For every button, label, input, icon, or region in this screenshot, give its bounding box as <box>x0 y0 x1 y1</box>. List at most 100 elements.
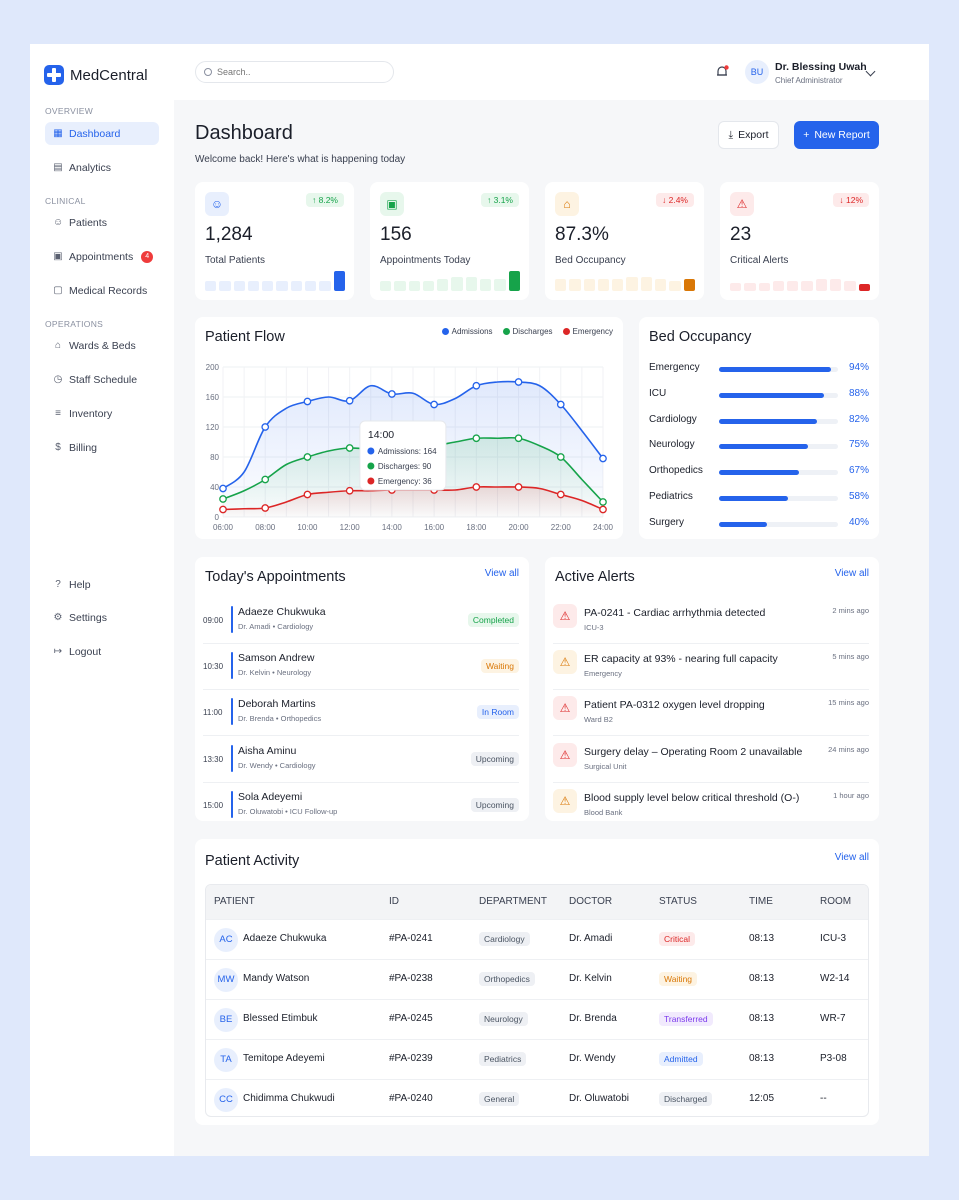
export-label: Export <box>738 129 769 141</box>
sidebar-item-help[interactable]: ? Help <box>45 573 159 596</box>
sidebar-item-appointments[interactable]: ▣ Appointments 4 <box>45 245 159 268</box>
data-point-emergency <box>261 504 270 512</box>
ward-name: Orthopedics <box>649 465 703 477</box>
data-point-admissions <box>599 454 607 463</box>
stat-change-badge: ↓ 12% <box>833 193 869 207</box>
avatar[interactable]: BU <box>745 60 769 84</box>
room: WR-7 <box>820 1013 846 1024</box>
spark-bar <box>305 281 317 291</box>
alerts-title: Active Alerts <box>555 569 635 585</box>
occupancy-fill <box>719 418 817 424</box>
y-tick-label: 120 <box>206 423 220 432</box>
search-input[interactable] <box>217 67 377 77</box>
list-item[interactable]: ⚠ Surgery delay – Operating Room 2 unavai… <box>553 740 869 786</box>
sidebar-item-medical-records[interactable]: ▢ Medical Records <box>45 279 159 302</box>
alerts-card: Active Alerts View all ⚠ PA-0241 - Cardia… <box>545 557 879 821</box>
activity-time: 12:05 <box>749 1093 775 1104</box>
activity-view-all-link[interactable]: View all <box>834 852 869 863</box>
stat-card[interactable]: ⚠ ↓ 12% 23 Critical Alerts <box>720 182 879 300</box>
sidebar-item-wards-beds[interactable]: ⌂ Wards & Beds <box>45 334 159 357</box>
calendar-icon: ▣ <box>53 250 63 262</box>
list-item[interactable]: 09:00 Adaeze Chukwuka Dr. Amadi • Cardiolo… <box>203 601 519 647</box>
sidebar-item-staff-schedule[interactable]: ◷ Staff Schedule <box>45 368 159 391</box>
ward-name: Cardiology <box>649 413 697 425</box>
sidebar-item-logout[interactable]: ↦ Logout <box>45 640 159 663</box>
alert-location: Emergency <box>584 669 622 679</box>
table-row[interactable]: CC Chidimma Chukwudi #PA-0240 General Dr. Ol… <box>206 1079 868 1116</box>
sidebar-item-label: Staff Schedule <box>69 373 138 386</box>
sidebar-item-analytics[interactable]: ▤ Analytics <box>45 156 159 179</box>
doctor-name: Dr. Wendy <box>569 1053 616 1064</box>
status-badge: Completed <box>467 613 519 627</box>
data-point-emergency <box>599 505 607 514</box>
stat-card[interactable]: ⌂ ↓ 2.4% 87.3% Bed Occupancy <box>545 182 704 300</box>
alert-title: Blood supply level below critical thresh… <box>584 791 800 804</box>
appointment-patient: Samson Andrew <box>238 652 315 665</box>
stat-value: 87.3% <box>555 224 609 245</box>
room: -- <box>820 1093 827 1104</box>
bell-icon[interactable] <box>715 65 729 79</box>
table-row[interactable]: AC Adaeze Chukwuka #PA-0241 Cardiology Dr. A… <box>206 919 868 959</box>
doctor-name: Dr. Kelvin <box>569 973 612 984</box>
appointments-view-all-link[interactable]: View all <box>484 568 519 579</box>
list-item[interactable]: 11:00 Deborah Martins Dr. Brenda • Orthope… <box>203 693 519 739</box>
table-row[interactable]: MW Mandy Watson #PA-0238 Orthopedics Dr. Kel… <box>206 959 868 999</box>
spark-bar <box>333 271 345 291</box>
appointment-marker <box>231 652 233 680</box>
sidebar-item-inventory[interactable]: ≡ Inventory <box>45 402 159 425</box>
stat-label: Total Patients <box>205 255 266 266</box>
stat-card[interactable]: ☺ ↑ 8.2% 1,284 Total Patients <box>195 182 354 300</box>
occupancy-fill <box>719 392 824 398</box>
column-header: ROOM <box>820 896 852 907</box>
sidebar-item-settings[interactable]: ⚙ Settings <box>45 606 159 629</box>
table-row[interactable]: BE Blessed Etimbuk #PA-0245 Neurology Dr. Br… <box>206 999 868 1039</box>
table-row[interactable]: TA Temitope Adeyemi #PA-0239 Pediatrics Dr. … <box>206 1039 868 1079</box>
spark-bar <box>422 281 435 291</box>
room: ICU-3 <box>820 933 847 944</box>
room: P3-08 <box>820 1053 847 1064</box>
nav-section-clinical: CLINICAL <box>45 196 86 206</box>
alerts-view-all-link[interactable]: View all <box>834 568 869 579</box>
data-point-discharges <box>556 453 565 461</box>
spark-bar <box>815 279 828 291</box>
brand-logo[interactable]: MedCentral <box>44 64 148 86</box>
sidebar-item-dashboard[interactable]: ▦ Dashboard <box>45 122 159 145</box>
occupancy-track <box>719 392 838 398</box>
appointment-marker <box>231 606 233 633</box>
list-item[interactable]: ⚠ ER capacity at 93% - nearing full capac… <box>553 647 869 693</box>
status-badge: Upcoming <box>470 797 519 812</box>
divider <box>553 643 869 644</box>
list-item[interactable]: 10:30 Samson Andrew Dr. Kelvin • Neurology… <box>203 647 519 693</box>
spark-bar <box>480 279 492 291</box>
list-item[interactable]: 13:30 Aisha Aminu Dr. Wendy • Cardiology Up… <box>203 740 519 786</box>
spark-bar <box>437 279 449 291</box>
list-item[interactable]: ⚠ Blood supply level below critical thres… <box>553 786 869 832</box>
data-point-discharges <box>261 475 270 484</box>
search-box[interactable] <box>195 61 394 83</box>
spark-bar <box>801 281 813 291</box>
appointment-time: 11:00 <box>203 708 223 718</box>
status-badge: In Room <box>476 705 519 720</box>
list-item[interactable]: ⚠ PA-0241 - Cardiac arrhythmia detected IC… <box>553 601 869 647</box>
stat-card[interactable]: ▣ ↑ 3.1% 156 Appointments Today <box>370 182 529 300</box>
sidebar-item-patients[interactable]: ☺ Patients <box>45 211 159 234</box>
new-report-button[interactable]: + New Report <box>794 121 879 149</box>
divider <box>203 781 519 783</box>
list-item[interactable]: 15:00 Sola Adeyemi Dr. Oluwatobi • ICU Fol… <box>203 786 519 832</box>
export-button[interactable]: ⤓ Export <box>718 121 779 149</box>
patient-name: Temitope Adeyemi <box>243 1053 325 1064</box>
brand-name: MedCentral <box>70 66 148 84</box>
chevron-down-icon[interactable] <box>865 66 876 77</box>
column-header: DEPARTMENT <box>479 896 547 907</box>
list-item[interactable]: ⚠ Patient PA-0312 oxygen level dropping Wa… <box>553 693 869 739</box>
y-tick-label: 40 <box>210 483 219 492</box>
stat-label: Critical Alerts <box>730 255 789 266</box>
appointment-marker <box>231 698 233 726</box>
doctor-name: Dr. Oluwatobi <box>569 1093 630 1104</box>
spark-bar <box>858 284 870 291</box>
occupancy-track <box>719 367 838 372</box>
download-icon: ⤓ <box>728 128 734 141</box>
alert-time: 5 mins ago <box>832 652 869 662</box>
activity-time: 08:13 <box>749 1013 775 1024</box>
sidebar-item-billing[interactable]: $ Billing <box>45 436 159 459</box>
